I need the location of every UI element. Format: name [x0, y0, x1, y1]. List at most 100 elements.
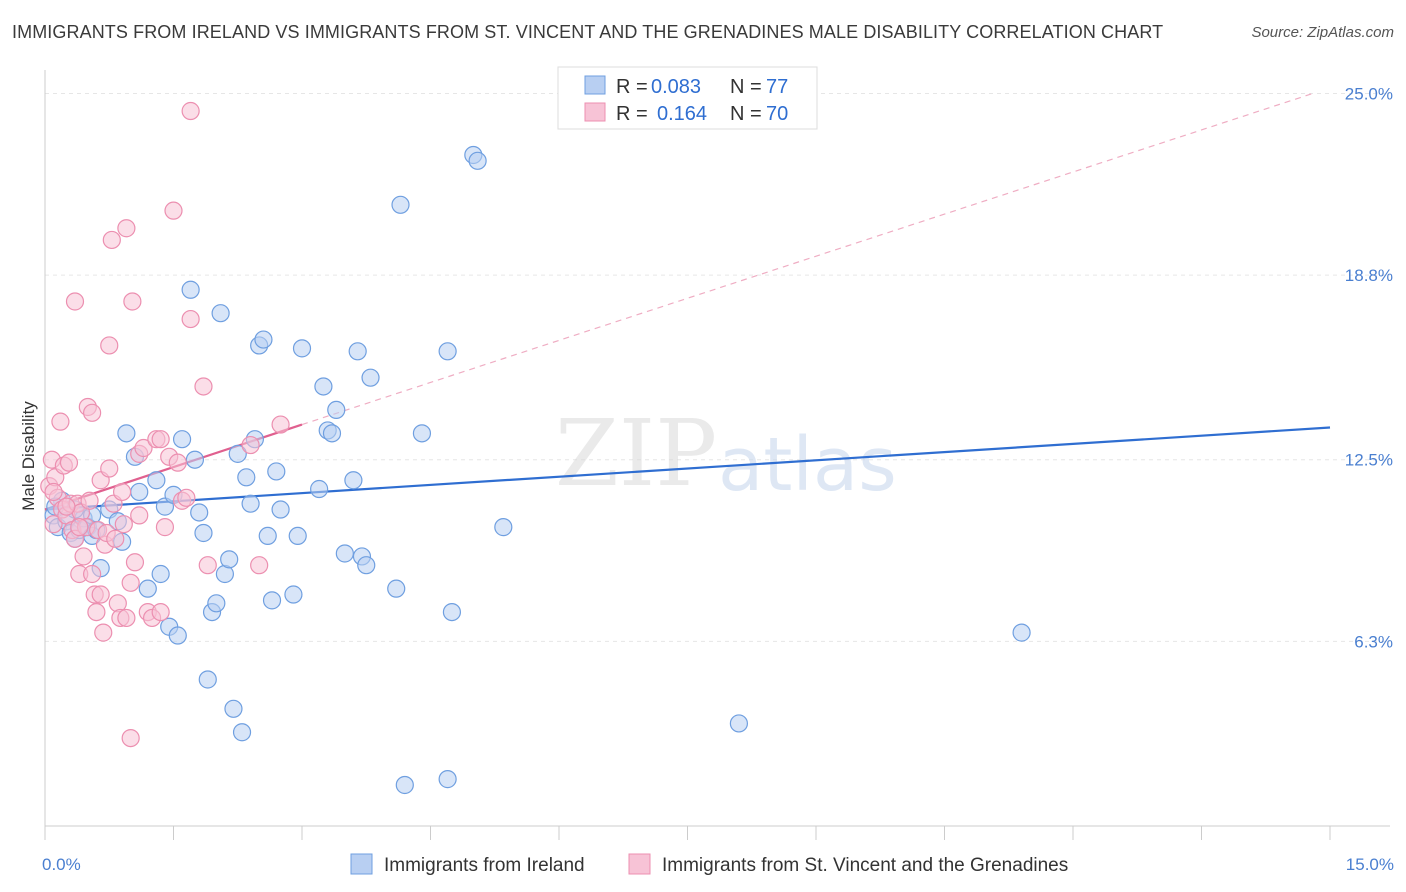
data-point-series-0 [241, 494, 260, 513]
data-point-series-0 [172, 430, 192, 449]
data-point-series-1 [117, 219, 136, 238]
data-point-series-1 [83, 564, 102, 584]
watermark-zip: ZIP [555, 400, 717, 507]
legend-swatch-stvincent [584, 102, 606, 122]
bottom-legend: Immigrants from Ireland Immigrants from … [350, 853, 1068, 876]
data-point-series-1 [168, 453, 187, 472]
data-point-series-0 [327, 400, 346, 420]
bottom-legend-label-stvincent: Immigrants from St. Vincent and the Gren… [662, 855, 1068, 876]
data-point-series-0 [438, 342, 457, 361]
data-point-series-0 [185, 450, 205, 469]
data-point-series-1 [117, 608, 136, 628]
data-point-series-1 [74, 547, 93, 566]
data-point-series-0 [348, 342, 367, 361]
data-point-series-0 [224, 699, 243, 718]
top-legend: R = 0.083 N = 77 R = 0.164 N = 70 [557, 66, 818, 130]
data-point-series-0 [130, 482, 149, 502]
data-point-series-0 [391, 195, 410, 214]
y-tick-label: 6.3% [1354, 632, 1393, 651]
data-point-series-0 [395, 775, 414, 795]
legend-r-label-2: R = [616, 103, 648, 125]
data-point-series-0 [237, 468, 256, 487]
data-point-series-1 [164, 201, 183, 220]
data-point-series-0 [729, 714, 749, 733]
data-point-series-0 [211, 304, 230, 323]
data-point-series-0 [357, 556, 376, 575]
data-point-series-1 [177, 488, 196, 507]
data-point-series-0 [322, 424, 342, 443]
data-point-series-0 [220, 550, 239, 569]
data-point-series-0 [1012, 623, 1031, 642]
bottom-legend-label-ireland: Immigrants from Ireland [384, 855, 585, 876]
data-point-series-0 [181, 280, 200, 299]
trend-line-0 [44, 426, 1331, 511]
data-point-series-1 [91, 585, 110, 604]
data-point-series-0 [288, 526, 307, 546]
data-point-series-0 [190, 503, 209, 522]
data-point-series-0 [361, 368, 380, 387]
data-point-series-1 [198, 556, 217, 575]
data-point-series-0 [335, 544, 354, 563]
x-tick-label: 15.0% [1346, 855, 1394, 874]
data-point-series-1 [114, 515, 133, 534]
data-point-series-0 [412, 424, 432, 443]
data-point-series-1 [181, 101, 200, 121]
data-point-series-0 [442, 602, 462, 622]
legend-r-value-2: 0.164 [657, 103, 707, 125]
data-point-series-1 [87, 602, 106, 622]
data-point-series-1 [70, 518, 89, 537]
data-point-series-1 [121, 573, 140, 592]
grid-lines [45, 92, 1390, 642]
data-point-series-0 [468, 151, 487, 170]
data-point-series-1 [106, 529, 125, 548]
data-points [40, 101, 1031, 795]
data-point-series-0 [207, 594, 226, 613]
data-point-series-1 [83, 403, 102, 422]
y-tick-label: 12.5% [1345, 451, 1393, 470]
bottom-legend-swatch-stvincent [628, 853, 651, 875]
data-point-series-0 [284, 585, 303, 604]
data-point-series-1 [125, 553, 145, 572]
data-point-series-0 [228, 444, 247, 463]
data-point-series-0 [198, 670, 217, 689]
y-tick-label: 18.8% [1345, 266, 1393, 285]
data-point-series-1 [121, 728, 140, 748]
data-point-series-1 [44, 482, 63, 502]
data-point-series-1 [51, 412, 70, 431]
data-point-series-0 [292, 339, 312, 358]
legend-swatch-ireland [584, 75, 606, 95]
data-point-series-1 [151, 430, 170, 449]
legend-r-label-1: R = [616, 76, 648, 98]
data-point-series-0 [151, 564, 170, 584]
data-point-series-1 [112, 482, 132, 502]
data-point-series-1 [155, 518, 175, 537]
data-point-series-0 [310, 479, 329, 499]
data-point-series-1 [271, 415, 290, 434]
data-point-series-1 [94, 623, 113, 642]
data-point-series-0 [194, 523, 213, 543]
data-point-series-0 [267, 462, 286, 481]
source-label: Source: ZipAtlas.com [1251, 24, 1394, 41]
data-point-series-1 [241, 435, 260, 455]
data-point-series-1 [65, 292, 85, 311]
bottom-legend-swatch-ireland [350, 853, 373, 875]
legend-n-label-2: N = [730, 103, 762, 125]
x-tick-label: 0.0% [42, 855, 81, 874]
axes [44, 70, 1390, 840]
data-point-series-1 [100, 336, 119, 355]
data-point-series-0 [438, 770, 457, 789]
y-axis-label: Male Disability [19, 401, 38, 511]
legend-r-value-1: 0.083 [651, 76, 701, 98]
data-point-series-1 [57, 497, 76, 516]
data-point-series-0 [147, 471, 166, 490]
data-point-series-0 [168, 626, 187, 645]
data-point-series-1 [59, 453, 79, 472]
legend-n-label-1: N = [730, 76, 762, 98]
chart-title: IMMIGRANTS FROM IRELAND VS IMMIGRANTS FR… [12, 22, 1164, 42]
data-point-series-0 [271, 500, 290, 519]
data-point-series-1 [194, 377, 213, 396]
watermark: ZIP atlas [555, 400, 897, 508]
data-point-series-0 [314, 377, 333, 396]
data-point-series-0 [387, 579, 406, 598]
